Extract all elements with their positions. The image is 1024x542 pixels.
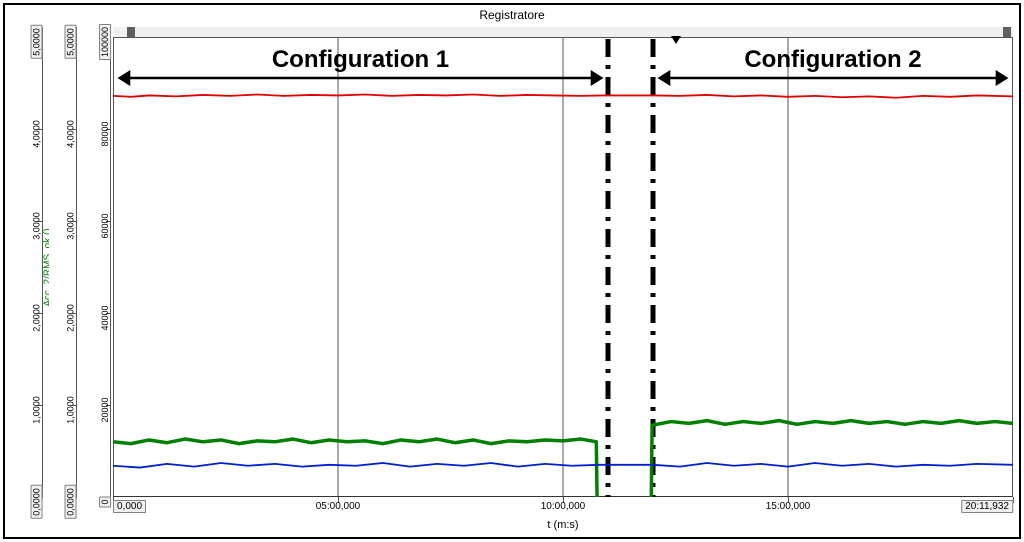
annotation-label: Configuration 1 [272, 46, 449, 74]
xtick-label: 0,000 [113, 501, 146, 512]
chart-title: Registratore [5, 8, 1019, 22]
ytick-label: 20000 [100, 397, 110, 422]
ytick-label: 3,0000 [32, 212, 42, 240]
y-axis-q: 020000400006000080000100000Potenza 1/Q_L… [83, 27, 111, 497]
xtick-label: 15:00,000 [766, 501, 811, 512]
ytick-label: 4,0000 [66, 120, 76, 148]
xtick-label: 10:00,000 [541, 501, 586, 512]
ytick-label: 40000 [100, 305, 110, 330]
xtick-label: 20:11,932 [961, 501, 1013, 512]
ytick-label: 0,0000 [66, 485, 76, 519]
annotation-label: Configuration 2 [744, 46, 921, 74]
ytick-label: 60000 [100, 213, 110, 238]
chart-frame: Registratore 0,0000 1,0000 2,0000 3,0000 4,0… [3, 3, 1021, 539]
ytick-label: 2,0000 [32, 304, 42, 332]
ytick-label: 3,0000 [66, 212, 76, 240]
ytick-label: 0,0000 [32, 485, 42, 519]
xtick-label: 05:00,000 [316, 501, 361, 512]
x-axis: 0,000 05:00,000 10:00,000 15:00,000 20:11,93… [113, 497, 1013, 537]
ytick-label: 0 [100, 496, 110, 507]
x-axis-label: t (m:s) [547, 519, 578, 531]
plot-area[interactable]: Configuration 1 Configuration 2 [113, 27, 1013, 497]
plot-svg [113, 27, 1013, 497]
ytick-label: 4,0000 [32, 120, 42, 148]
ytick-label: 2,0000 [66, 304, 76, 332]
ytick-label: 100000 [100, 24, 110, 60]
ytick-label: 1,0000 [66, 396, 76, 424]
ytick-label: 5,0000 [66, 25, 76, 59]
ytick-label: 1,0000 [32, 396, 42, 424]
ytick-label: 5,0000 [32, 25, 42, 59]
y-axis-acc1: 0,00001,00002,00003,00004,00005,0000Stat… [49, 27, 77, 497]
y-axis-acc2: 0,00001,00002,00003,00004,00005,0000Acc_… [15, 27, 43, 497]
cursor-marker-icon[interactable] [671, 36, 681, 44]
ytick-label: 80000 [100, 121, 110, 146]
